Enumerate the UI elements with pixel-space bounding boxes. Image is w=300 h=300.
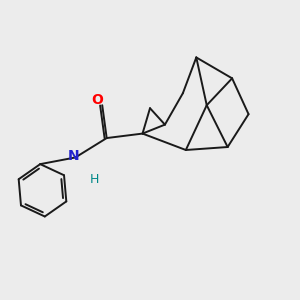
Text: N: N [68,149,80,163]
Text: H: H [90,173,99,186]
Text: O: O [91,93,103,107]
